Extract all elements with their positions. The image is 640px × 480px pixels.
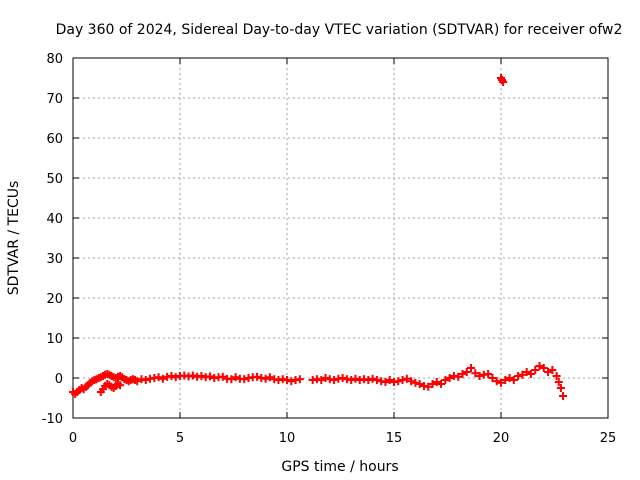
x-tick-label: 5	[176, 431, 184, 446]
data-point	[445, 374, 454, 382]
data-point	[240, 375, 249, 384]
y-tick-label: 70	[46, 92, 63, 107]
x-tick-label: 0	[69, 431, 77, 446]
data-point	[535, 362, 544, 370]
y-tick-label: 20	[46, 292, 63, 307]
data-point	[424, 382, 433, 391]
data-point	[197, 372, 206, 380]
y-tick-label: 0	[55, 372, 63, 387]
axis-ticks: 0 5 10 15 20 25 -10 0 10 20 30 40 50 60 70 80	[42, 52, 617, 446]
data-point	[556, 384, 565, 392]
data-point	[407, 377, 416, 386]
data-point	[518, 370, 527, 379]
data-point	[522, 368, 531, 376]
x-tick-label: 10	[279, 431, 296, 446]
data-point	[372, 376, 381, 384]
data-point	[158, 374, 167, 383]
data-point	[467, 364, 476, 372]
data-point	[261, 374, 270, 383]
data-point	[554, 378, 563, 386]
data-point	[428, 380, 437, 388]
data-point	[501, 376, 510, 384]
data-point	[402, 374, 411, 383]
x-tick-label: 25	[600, 431, 617, 446]
data-point	[188, 371, 197, 380]
data-point	[171, 373, 180, 382]
grid	[73, 58, 608, 418]
data-point	[141, 376, 150, 384]
y-axis-label: SDTVAR / TECUs	[6, 181, 22, 296]
data-point	[385, 376, 394, 384]
data-point	[552, 372, 561, 380]
data-point	[505, 374, 514, 382]
y-tick-label: -10	[42, 412, 63, 427]
y-tick-label: 50	[46, 172, 63, 187]
data-point	[283, 376, 291, 384]
data-point	[509, 376, 518, 384]
data-point	[488, 374, 497, 382]
data-point	[559, 392, 568, 400]
data-point	[441, 376, 450, 384]
data-point	[548, 366, 557, 374]
data-point	[287, 377, 296, 386]
y-tick-label: 60	[46, 132, 63, 147]
data-point	[398, 376, 407, 384]
data-point	[432, 378, 441, 386]
data-point	[338, 374, 347, 382]
data-point	[265, 373, 274, 382]
data-point	[167, 372, 176, 380]
data-point	[205, 372, 214, 381]
data-point	[437, 380, 446, 388]
data-point	[231, 373, 240, 382]
data-point	[544, 368, 553, 376]
data-points	[69, 74, 568, 400]
data-point	[415, 380, 424, 388]
y-tick-label: 10	[46, 332, 63, 347]
data-point	[497, 378, 505, 387]
data-point	[454, 372, 463, 381]
data-point	[218, 372, 227, 381]
data-point	[458, 370, 467, 378]
data-point	[526, 370, 535, 378]
y-tick-label: 40	[46, 212, 63, 227]
data-point	[321, 374, 330, 382]
data-point	[411, 378, 420, 387]
data-point	[394, 377, 403, 386]
data-point	[295, 375, 304, 384]
data-point	[462, 368, 471, 376]
plot-frame	[72, 57, 609, 419]
data-point	[471, 369, 480, 378]
chart-title: Day 360 of 2024, Sidereal Day-to-day VTE…	[56, 22, 623, 38]
data-point	[531, 366, 540, 374]
data-point	[317, 376, 326, 384]
data-point	[116, 381, 125, 390]
data-point	[381, 378, 390, 386]
data-point	[330, 376, 339, 384]
x-tick-label: 15	[386, 431, 403, 446]
data-point	[253, 372, 262, 381]
data-point	[539, 364, 548, 372]
data-point	[368, 374, 377, 383]
data-point	[347, 376, 356, 384]
data-point	[484, 370, 493, 378]
data-point	[499, 78, 508, 86]
y-tick-label: 80	[46, 52, 63, 67]
data-point	[492, 377, 501, 386]
data-point	[514, 372, 523, 380]
data-point	[227, 375, 236, 384]
x-axis-label: GPS time / hours	[281, 459, 398, 475]
data-point	[154, 373, 163, 382]
data-point	[475, 372, 484, 380]
data-point	[133, 377, 142, 386]
y-tick-label: 30	[46, 252, 63, 267]
x-tick-label: 20	[493, 431, 510, 446]
data-point	[351, 374, 360, 383]
data-point	[364, 376, 373, 384]
